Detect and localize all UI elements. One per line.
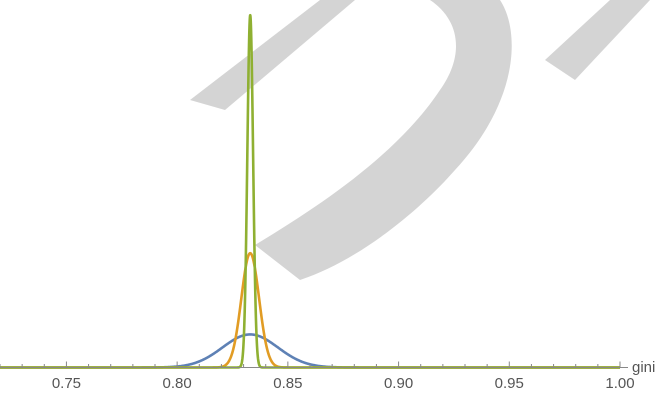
x-tick-label: 0.75 [52,375,81,392]
plot-area [0,13,621,369]
x-tick-label: 0.80 [163,375,192,392]
x-axis-label: gini [632,359,655,376]
x-tick-label: 1.00 [605,375,634,392]
draft-watermark [190,0,650,280]
x-tick-label: 0.90 [384,375,413,392]
x-tick-label: 0.85 [273,375,302,392]
x-tick-label: 0.95 [495,375,524,392]
density-curve-1 [0,333,621,369]
density-curve-3 [0,13,621,369]
